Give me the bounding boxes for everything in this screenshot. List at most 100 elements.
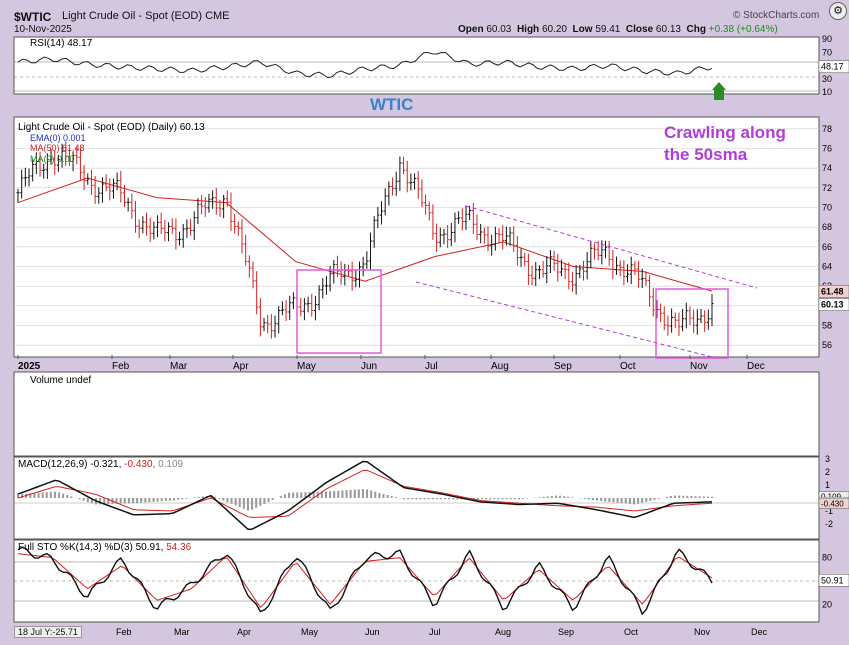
price-candle [545, 256, 549, 284]
price-candle [453, 212, 457, 243]
price-candle [640, 268, 644, 288]
price-candle [618, 260, 622, 277]
date-axis-label: Dec [747, 361, 765, 372]
price-candle [258, 298, 262, 337]
price-candle [673, 312, 677, 329]
price-candle [196, 198, 200, 225]
ma0-legend: MA(0) 0.00 [30, 154, 75, 164]
price-candle [354, 270, 358, 288]
price-candle [611, 249, 615, 280]
price-candle [376, 206, 380, 229]
price-candle [181, 224, 185, 248]
macd-axis-tick-label: 1 [825, 480, 830, 490]
price-candle [537, 265, 541, 280]
price-candle [659, 303, 663, 323]
price-candle [277, 306, 281, 334]
price-candle [214, 187, 218, 215]
price-candle [563, 263, 567, 280]
date-axis-label: Feb [112, 361, 130, 372]
price-candle [710, 294, 714, 327]
price-candle [332, 259, 336, 284]
price-candle [420, 179, 424, 208]
price-candle [174, 218, 178, 250]
price-axis-tick-label: 70 [822, 203, 832, 213]
date-axis-label: Sep [554, 361, 572, 372]
price-candle [313, 295, 317, 321]
price-candle [255, 271, 259, 315]
price-candle [200, 194, 204, 215]
price-candle [189, 218, 193, 236]
price-candle [416, 171, 420, 199]
macd-axis-tick-label: -1 [825, 506, 833, 516]
date-axis-label: May [297, 361, 316, 372]
price-candle [284, 300, 288, 322]
price-candle [53, 150, 57, 175]
price-candle [592, 243, 596, 260]
rsi-panel [13, 36, 820, 95]
price-candle [398, 156, 402, 191]
macd-title: MACD(12,26,9) -0.321, -0.430, 0.109 [18, 459, 184, 470]
price-candle [468, 205, 472, 221]
sto-k-line [17, 546, 713, 616]
price-candle [324, 276, 328, 295]
annotation-crawling: Crawling along [664, 123, 786, 142]
wtic-label: WTIC [370, 95, 413, 114]
price-candle [391, 177, 395, 196]
price-candle [383, 188, 387, 216]
price-candle [141, 216, 145, 234]
price-candle [262, 317, 266, 332]
price-candle [699, 308, 703, 324]
price-candle [156, 215, 160, 237]
price-candle [222, 194, 226, 219]
price-candle [449, 222, 453, 247]
price-candle [339, 261, 343, 285]
price-panel [13, 116, 820, 358]
date-axis-label-bottom: Sep [558, 627, 574, 637]
price-candle [31, 159, 35, 182]
volume-panel [13, 371, 820, 457]
price-candle [413, 173, 417, 190]
price-axis-tick-label: 68 [822, 222, 832, 232]
last-price-tag: 60.13 [821, 300, 844, 310]
price-candle [490, 234, 494, 256]
macd-line [17, 460, 713, 531]
price-candle [567, 262, 571, 290]
price-candle [130, 193, 134, 219]
date-axis-label-bottom: Mar [174, 627, 190, 637]
sto-value-tag: 50.91 [821, 575, 844, 585]
price-candle [361, 256, 365, 277]
price-candle [273, 315, 277, 338]
price-candle [677, 312, 681, 337]
price-candle [475, 214, 479, 241]
price-candle [27, 168, 31, 187]
price-candle [251, 261, 255, 289]
price-candle [662, 306, 666, 331]
price-candle [233, 214, 237, 234]
date-axis-label-bottom: Oct [624, 627, 639, 637]
last-price-tag-box [818, 298, 849, 311]
price-candle [126, 197, 130, 212]
ohlc-readout: Open 60.03 High 60.20 Low 59.41 Close 60… [458, 24, 778, 35]
date-axis-label: Apr [233, 361, 249, 372]
symbol: $WTIC [14, 10, 52, 24]
price-axis-tick-label: 78 [822, 124, 832, 134]
ema-legend: EMA(0) 0.001 [30, 133, 86, 143]
price-candle [122, 185, 126, 207]
price-candle [317, 285, 321, 311]
price-candle [111, 178, 115, 199]
annotation-50sma: the 50sma [664, 145, 748, 164]
price-candle [431, 204, 435, 241]
price-candle [530, 265, 534, 286]
gear-icon[interactable]: ⚙ [829, 2, 847, 20]
price-candle [159, 212, 163, 234]
price-candle [615, 256, 619, 275]
price-axis-tick-label: 58 [822, 321, 832, 331]
date-axis-label: Jul [425, 361, 438, 372]
date-axis-label-bottom: Apr [237, 627, 251, 637]
price-candle [405, 160, 409, 193]
up-arrow-icon-stem [714, 90, 724, 100]
rsi-value-tag-box [818, 60, 849, 73]
price-candle [607, 240, 611, 266]
price-candle [460, 208, 464, 231]
price-candle [589, 240, 593, 269]
